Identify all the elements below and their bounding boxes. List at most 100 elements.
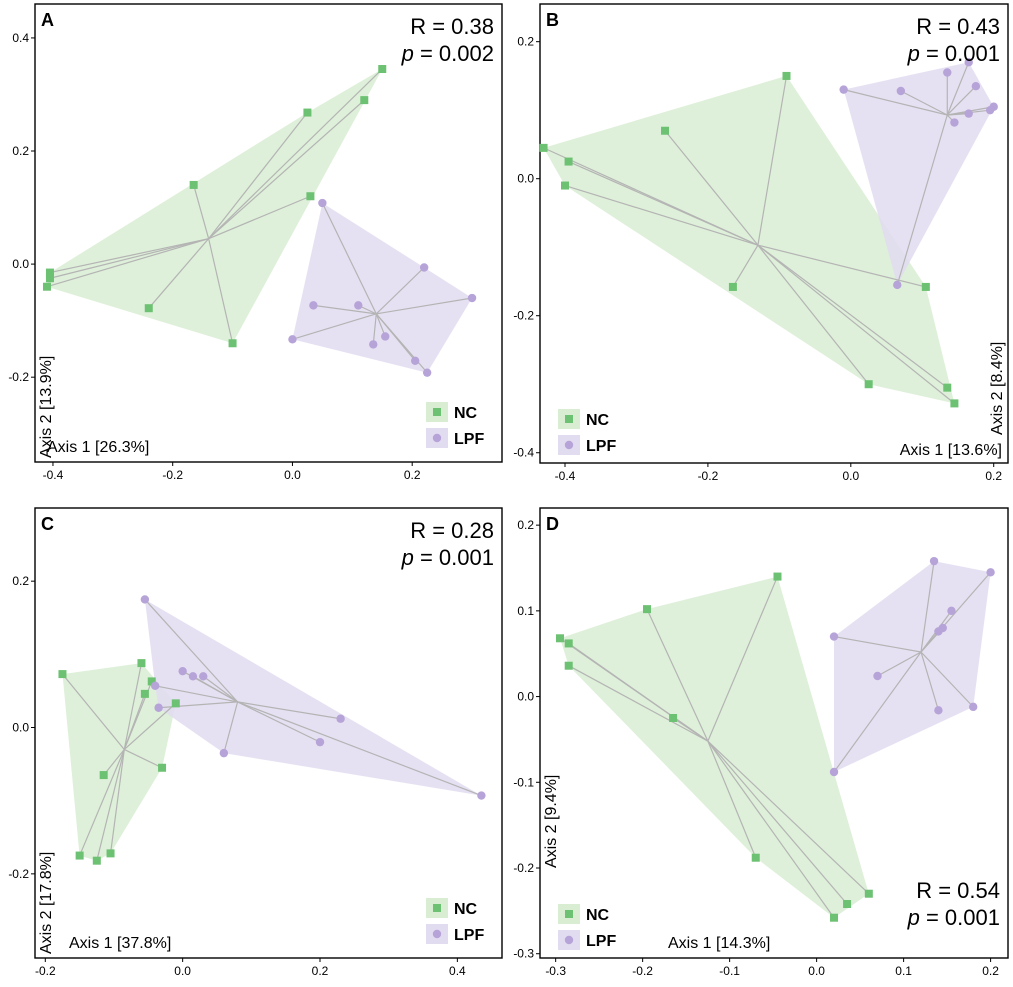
legend-lpf-marker (432, 433, 442, 443)
panel-label: D (546, 514, 559, 534)
y-tick-label: 0.1 (517, 604, 534, 618)
nc-point (92, 856, 101, 865)
lpf-hull (843, 62, 994, 285)
lpf-spider-line (833, 635, 922, 653)
x-tick-label: -0.3 (545, 964, 566, 978)
nc-point (950, 399, 959, 408)
nc-hull (543, 75, 955, 404)
nc-point (189, 180, 198, 189)
nc-spider-line (707, 740, 757, 858)
x-axis-label: Axis 1 [13.6%] (900, 442, 1002, 459)
lpf-point (288, 335, 297, 344)
y-tick-label: -0.2 (513, 309, 534, 323)
nc-spider-line (124, 748, 163, 769)
nc-point (306, 192, 315, 201)
lpf-point (873, 671, 882, 681)
lpf-spider-line (237, 701, 341, 720)
nc-point (75, 851, 84, 860)
lpf-point (896, 86, 906, 96)
y-tick-label: 0.2 (517, 518, 534, 532)
lpf-spider-line (877, 651, 922, 677)
y-tick-label: -0.4 (513, 446, 534, 460)
y-tick-label: -0.1 (513, 775, 534, 789)
nc-spider-line (757, 244, 948, 389)
legend-label-nc: NC (454, 901, 478, 918)
nc-point (140, 689, 149, 698)
lpf-point (336, 714, 345, 723)
nc-spider-line (103, 749, 125, 776)
nc-spider-line (46, 238, 209, 288)
nc-point (564, 661, 573, 670)
nc-spider-line (568, 665, 709, 742)
nc-point (303, 108, 312, 117)
x-tick-label: -0.4 (43, 468, 64, 482)
x-tick-label: 0.2 (312, 964, 329, 978)
lpf-point (467, 293, 477, 303)
nc-point (137, 659, 146, 668)
y-tick-label: -0.3 (513, 947, 534, 961)
lpf-spider-line (920, 561, 935, 653)
nc-point (864, 889, 873, 898)
y-tick-label: 0.0 (12, 257, 29, 271)
legend-label-nc: NC (454, 405, 478, 422)
lpf-point (829, 767, 839, 777)
legend-nc-marker (565, 910, 573, 918)
nc-spider-line (62, 673, 125, 750)
nc-spider-line (193, 184, 210, 239)
nc-spider-line (208, 238, 234, 344)
legend-label-lpf: LPF (586, 933, 616, 950)
lpf-point (419, 263, 429, 272)
r-statistic: R = 0.54 (916, 878, 1000, 903)
nc-spider-line (148, 238, 210, 309)
x-tick-label: 0.0 (174, 964, 191, 978)
x-tick-label: -0.4 (555, 469, 576, 483)
lpf-point (964, 109, 973, 118)
nc-spider-line (757, 244, 955, 404)
lpf-point (934, 706, 943, 715)
lpf-point (477, 791, 486, 800)
x-tick-label: -0.2 (35, 964, 56, 978)
lpf-spider-line (833, 651, 922, 773)
lpf-spider-line (237, 701, 321, 743)
x-axis-label: Axis 1 [37.8%] (69, 935, 171, 952)
y-tick-label: 0.0 (12, 721, 29, 735)
lpf-point (188, 672, 198, 681)
r-statistic: R = 0.28 (410, 518, 494, 543)
nc-spider-line (568, 642, 709, 742)
lpf-spider-line (321, 202, 377, 315)
nc-point (228, 339, 237, 348)
nc-point (360, 96, 369, 105)
nc-spider-line (707, 740, 848, 905)
nc-point (830, 913, 839, 922)
nc-spider-line (707, 576, 779, 742)
nc-point (58, 670, 67, 679)
nc-spider-line (123, 693, 146, 750)
lpf-point (950, 118, 959, 127)
nc-point (561, 181, 570, 190)
nc-spider-line (208, 195, 311, 240)
y-tick-label: 0.2 (12, 574, 29, 588)
legend: NC LPF (426, 402, 484, 448)
lpf-spider-line (202, 675, 238, 703)
lpf-spider-line (144, 599, 239, 703)
lpf-point (140, 595, 150, 604)
lpf-point (893, 280, 902, 290)
lpf-point (829, 632, 839, 641)
nc-point (45, 274, 54, 283)
nc-spider-line (564, 184, 759, 246)
lpf-point (369, 340, 378, 349)
legend: NC LPF (558, 904, 616, 950)
p-value: p = 0.001 (401, 545, 494, 570)
nc-spider-line (123, 663, 143, 750)
x-tick-label: 0.2 (404, 468, 421, 482)
nc-point (751, 853, 760, 862)
nc-spider-line (757, 75, 788, 246)
legend-lpf-marker (564, 440, 574, 450)
nc-spider-line (672, 717, 709, 742)
lpf-point (422, 368, 432, 377)
lpf-point (354, 301, 363, 310)
y-axis-label: Axis 2 [8.4%] (989, 342, 1006, 435)
lpf-spider-line (920, 631, 939, 653)
y-tick-label: 0.0 (517, 690, 534, 704)
